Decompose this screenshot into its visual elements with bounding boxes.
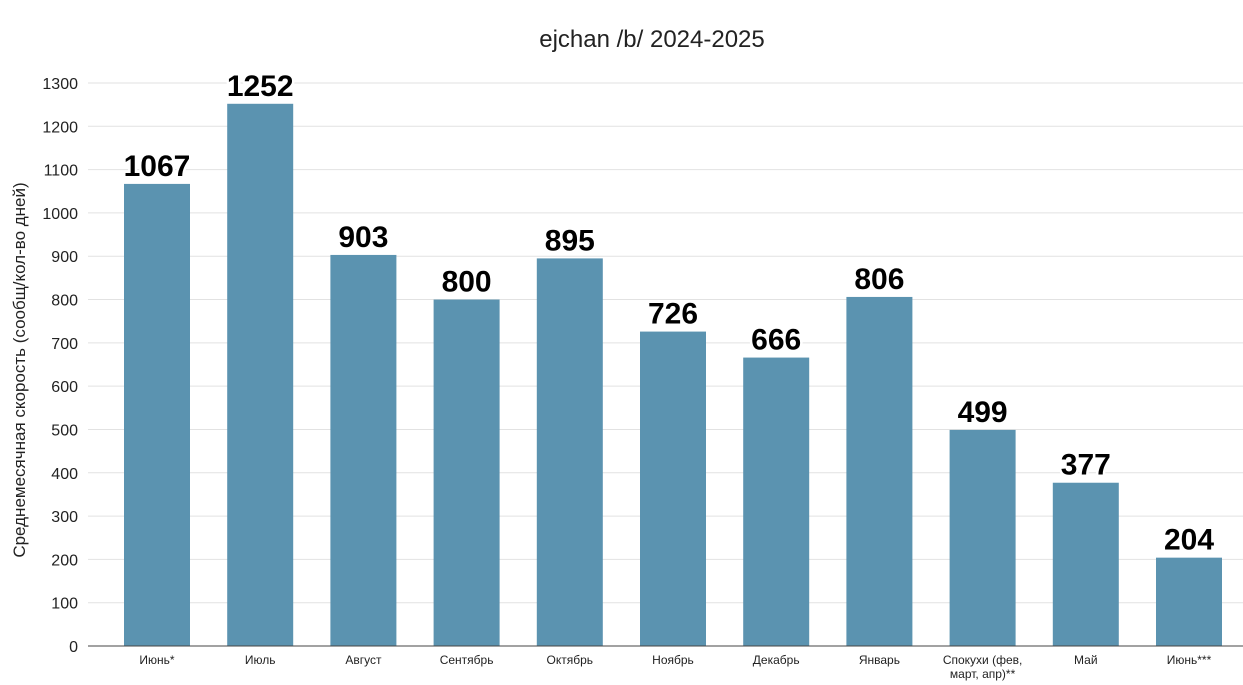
data-label: 806 [854,263,904,296]
y-tick-label: 1100 [44,163,79,180]
bar [949,429,1016,646]
data-label: 895 [545,224,595,257]
data-label: 726 [648,298,698,331]
y-tick-label: 1000 [42,206,78,223]
bar [743,357,810,646]
x-tick-label: Август [345,653,382,667]
x-tick-label: Ноябрь [652,653,694,667]
bar [1156,557,1222,646]
y-tick-label: 100 [51,596,78,613]
y-tick-label: 900 [51,249,78,266]
bar [640,331,706,646]
y-tick-label: 500 [51,422,78,439]
data-label: 377 [1061,449,1111,482]
y-tick-label: 200 [51,552,78,569]
bar [1052,482,1119,646]
y-tick-label: 1200 [42,119,78,136]
bars [124,103,1222,647]
x-tick-label: Сентябрь [440,653,494,667]
y-tick-label: 300 [51,509,78,526]
y-tick-label: 1300 [42,76,78,93]
x-tick-label: Июнь*** [1167,653,1212,667]
data-label: 666 [751,324,801,357]
y-tick-label: 700 [51,336,78,353]
bar [330,254,397,647]
data-label: 204 [1164,524,1214,557]
x-tick-label: Июль [245,653,276,667]
bar [433,299,500,646]
data-label: 1067 [124,150,191,183]
chart-title: ejchan /b/ 2024-2025 [539,26,765,53]
y-tick-label: 0 [69,639,78,656]
x-tick-label: Июнь* [139,653,175,667]
data-labels: 1067 1252 903 800 895 726 666 806 499 377 204 [121,67,1217,559]
data-label: 499 [958,396,1008,429]
bar [227,103,294,646]
data-label: 1252 [227,70,294,103]
x-tick-label: Октябрь [547,653,594,667]
y-tick-labels: 0 100 200 300 400 500 600 700 800 900 1000 1100 1200… [42,76,78,656]
x-tick-label: Январь [859,653,900,667]
x-tick-label: Май [1074,653,1098,667]
bar [846,296,913,646]
y-tick-label: 400 [51,466,78,483]
y-tick-label: 600 [51,379,78,396]
y-axis-label: Среднемесячная скорость (сообщ/кол-во дн… [10,182,29,557]
x-tick-label: Спокухи (фев, март, апр)** [943,653,1023,681]
data-label: 800 [442,266,492,299]
bar [124,183,190,646]
bar [536,258,603,646]
data-label: 903 [338,221,388,254]
y-tick-label: 800 [51,293,78,310]
x-tick-label: Декабрь [753,653,800,667]
x-tick-labels: Июнь* Июль Август Сентябрь Октябрь Ноябрь Дека… [139,653,1211,681]
